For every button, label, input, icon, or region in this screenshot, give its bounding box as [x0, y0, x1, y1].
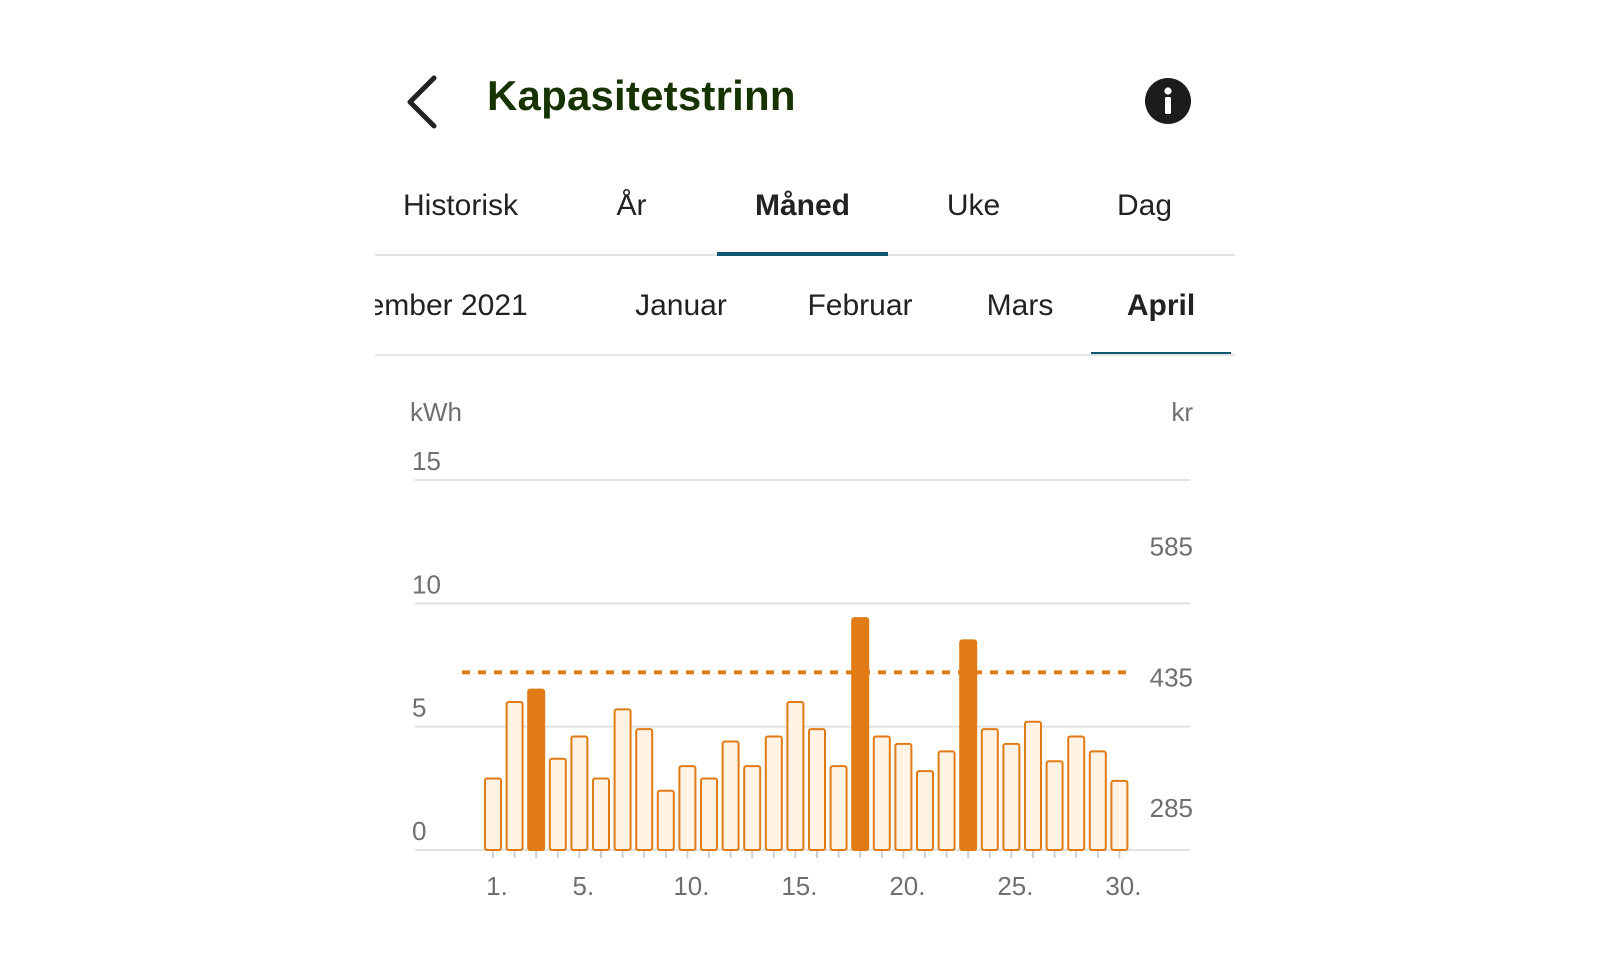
month-tabs: Desember 2021 Januar Februar Mars April — [375, 276, 1235, 356]
x-tick-label: 30. — [1105, 871, 1141, 901]
bar — [592, 777, 610, 852]
y-axis-left-label: kWh — [410, 397, 462, 427]
y-tick-label-left: 5 — [412, 693, 426, 723]
bar-highlighted — [959, 639, 978, 851]
y-tick-label-left: 10 — [412, 569, 441, 599]
tab-historisk[interactable]: Historisk — [402, 189, 518, 222]
bar — [635, 728, 654, 851]
bar — [1024, 720, 1042, 851]
bar — [505, 701, 524, 851]
bar — [656, 789, 675, 851]
bar — [721, 740, 740, 852]
bar-highlighted — [851, 617, 870, 851]
header: Kapasitetstrinn — [0, 0, 1600, 160]
x-tick-label: 20. — [889, 871, 925, 901]
tab-uke[interactable]: Uke — [946, 189, 1001, 222]
bar — [764, 735, 783, 851]
info-icon — [1145, 78, 1191, 124]
y-tick-label-right: 435 — [1150, 662, 1193, 692]
bar — [570, 735, 589, 851]
back-button[interactable] — [398, 74, 448, 130]
tab-april[interactable]: April — [1091, 276, 1231, 354]
tab-januar[interactable]: Januar — [635, 289, 727, 322]
bar — [1045, 760, 1064, 852]
y-tick-label-right: 285 — [1150, 793, 1193, 823]
tab-maned[interactable]: Måned — [717, 176, 888, 256]
bar — [1110, 779, 1129, 851]
chevron-left-icon — [407, 75, 437, 129]
x-tick-label: 15. — [781, 871, 817, 901]
bar — [1002, 742, 1021, 851]
tab-dag[interactable]: Dag — [1116, 189, 1173, 222]
x-tick-label: 5. — [573, 871, 595, 901]
bar — [894, 742, 913, 851]
bar — [808, 728, 826, 851]
bar — [916, 770, 934, 852]
bar — [829, 765, 848, 851]
period-tabs: Historisk År Måned Uke Dag — [375, 176, 1235, 256]
x-tick-label: 25. — [997, 871, 1033, 901]
bar — [678, 765, 697, 851]
bar — [980, 728, 999, 851]
page-title: Kapasitetstrinn — [487, 72, 796, 119]
bar — [937, 750, 956, 852]
x-tick-label: 1. — [486, 871, 508, 901]
tab-desember-2021[interactable]: Desember 2021 — [375, 289, 528, 322]
bar — [613, 708, 632, 851]
y-tick-label-right: 585 — [1150, 532, 1193, 562]
x-tick-label: 10. — [673, 871, 709, 901]
bar — [1088, 750, 1107, 852]
bar — [484, 777, 502, 852]
bar — [548, 757, 567, 852]
bar — [872, 735, 891, 851]
bar — [700, 777, 718, 852]
y-tick-label-left: 0 — [412, 816, 426, 846]
tab-mars[interactable]: Mars — [986, 289, 1054, 322]
bar — [1067, 735, 1086, 851]
bar — [743, 765, 762, 851]
usage-chart: kWh kr 15 10 5 0 585 435 285 1. 5. 10. 15. 20. 25. 30… — [410, 397, 1193, 901]
info-button[interactable] — [1145, 78, 1191, 124]
tab-februar[interactable]: Februar — [807, 289, 913, 322]
bar-highlighted — [527, 688, 546, 851]
bar — [786, 701, 805, 851]
tab-ar[interactable]: År — [616, 189, 647, 222]
y-tick-label-left: 15 — [412, 446, 441, 476]
y-axis-right-label: kr — [1171, 397, 1193, 427]
